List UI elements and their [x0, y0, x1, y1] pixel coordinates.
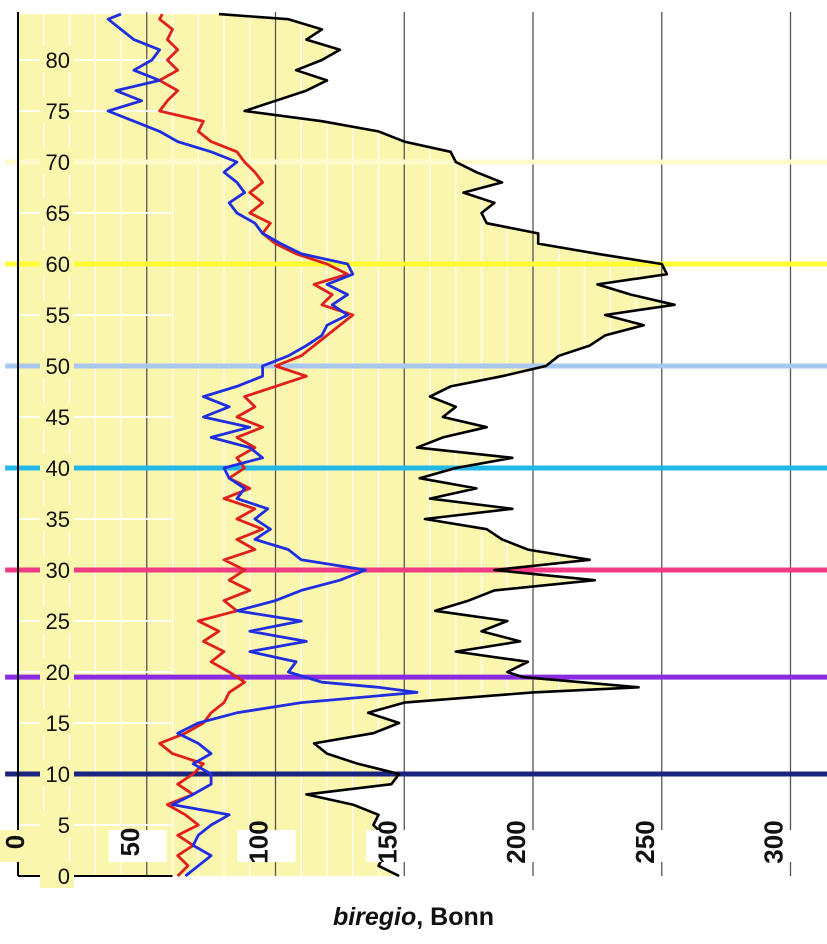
y-tick-label-bg	[40, 556, 74, 582]
x-tick-label: 0	[0, 835, 30, 849]
x-axis-title-italic: biregio	[332, 903, 417, 931]
x-tick-label-bg	[0, 830, 52, 862]
y-tick-label: 40	[46, 456, 70, 481]
series-line	[158, 13, 355, 877]
x-tick-label: 150	[372, 820, 402, 863]
y-tick-label-bg	[40, 607, 74, 633]
y-tick-label-bg	[40, 148, 74, 174]
x-tick-label: 250	[630, 820, 660, 863]
x-tick-label-bg	[237, 830, 296, 862]
x-tick-label: 50	[115, 828, 145, 857]
y-tick-label-bg	[40, 301, 74, 327]
y-tick-label-bg	[40, 760, 74, 786]
y-tick-label-bg	[40, 199, 74, 225]
x-tick-label: 200	[501, 820, 531, 863]
series-line	[106, 12, 419, 878]
y-tick-label: 55	[46, 303, 70, 328]
series-line	[218, 12, 676, 878]
y-tick-label: 80	[46, 48, 70, 73]
y-tick-label: 20	[46, 660, 70, 685]
y-tick-label: 35	[46, 507, 70, 532]
y-tick-label-bg	[40, 454, 74, 480]
x-tick-label-bg	[108, 830, 167, 862]
y-tick-label-bg	[40, 658, 74, 684]
y-tick-label-bg	[40, 862, 74, 888]
y-tick-label-bg	[40, 709, 74, 735]
y-tick-label: 30	[46, 558, 70, 583]
y-tick-label: 15	[46, 711, 70, 736]
y-tick-label-bg	[40, 250, 74, 276]
y-tick-label-bg	[40, 46, 74, 72]
axes: 0 5 10 15 20 25 30 35 40 45 50 55 60 65 70 75 80 0 50 100 15…	[0, 12, 811, 889]
y-tick-label: 5	[58, 813, 70, 838]
x-tick-label: 300	[759, 820, 789, 863]
y-tick-label-bg	[40, 403, 74, 429]
y-tick-label: 50	[46, 354, 70, 379]
y-tick-label: 25	[46, 609, 70, 634]
y-tick-label: 0	[58, 864, 70, 889]
y-tick-label-bg	[40, 505, 74, 531]
x-axis-title-rest: , Bonn	[416, 903, 495, 931]
horizontal-bands	[5, 159, 827, 777]
x-tick-label: 100	[244, 820, 274, 863]
x-tick-label-bg	[366, 830, 425, 862]
chart: 0 5 10 15 20 25 30 35 40 45 50 55 60 65 70 75 80 0 50 100 15…	[0, 12, 827, 889]
y-tick-label: 65	[46, 201, 70, 226]
y-tick-label: 60	[46, 252, 70, 277]
y-tick-label: 45	[46, 405, 70, 430]
chart-background	[18, 14, 675, 877]
series	[106, 12, 676, 878]
y-tick-label: 75	[46, 99, 70, 124]
y-tick-label: 10	[46, 762, 70, 787]
x-tick-label-bg	[495, 830, 553, 862]
y-tick-label-bg	[40, 352, 74, 378]
filled-area	[18, 14, 675, 877]
x-tick-label-bg	[623, 830, 682, 862]
x-axis-title: biregio, Bonn	[0, 903, 827, 932]
y-tick-label-bg	[40, 97, 74, 123]
x-tick-label-bg	[752, 830, 811, 862]
y-tick-label: 70	[46, 150, 70, 175]
